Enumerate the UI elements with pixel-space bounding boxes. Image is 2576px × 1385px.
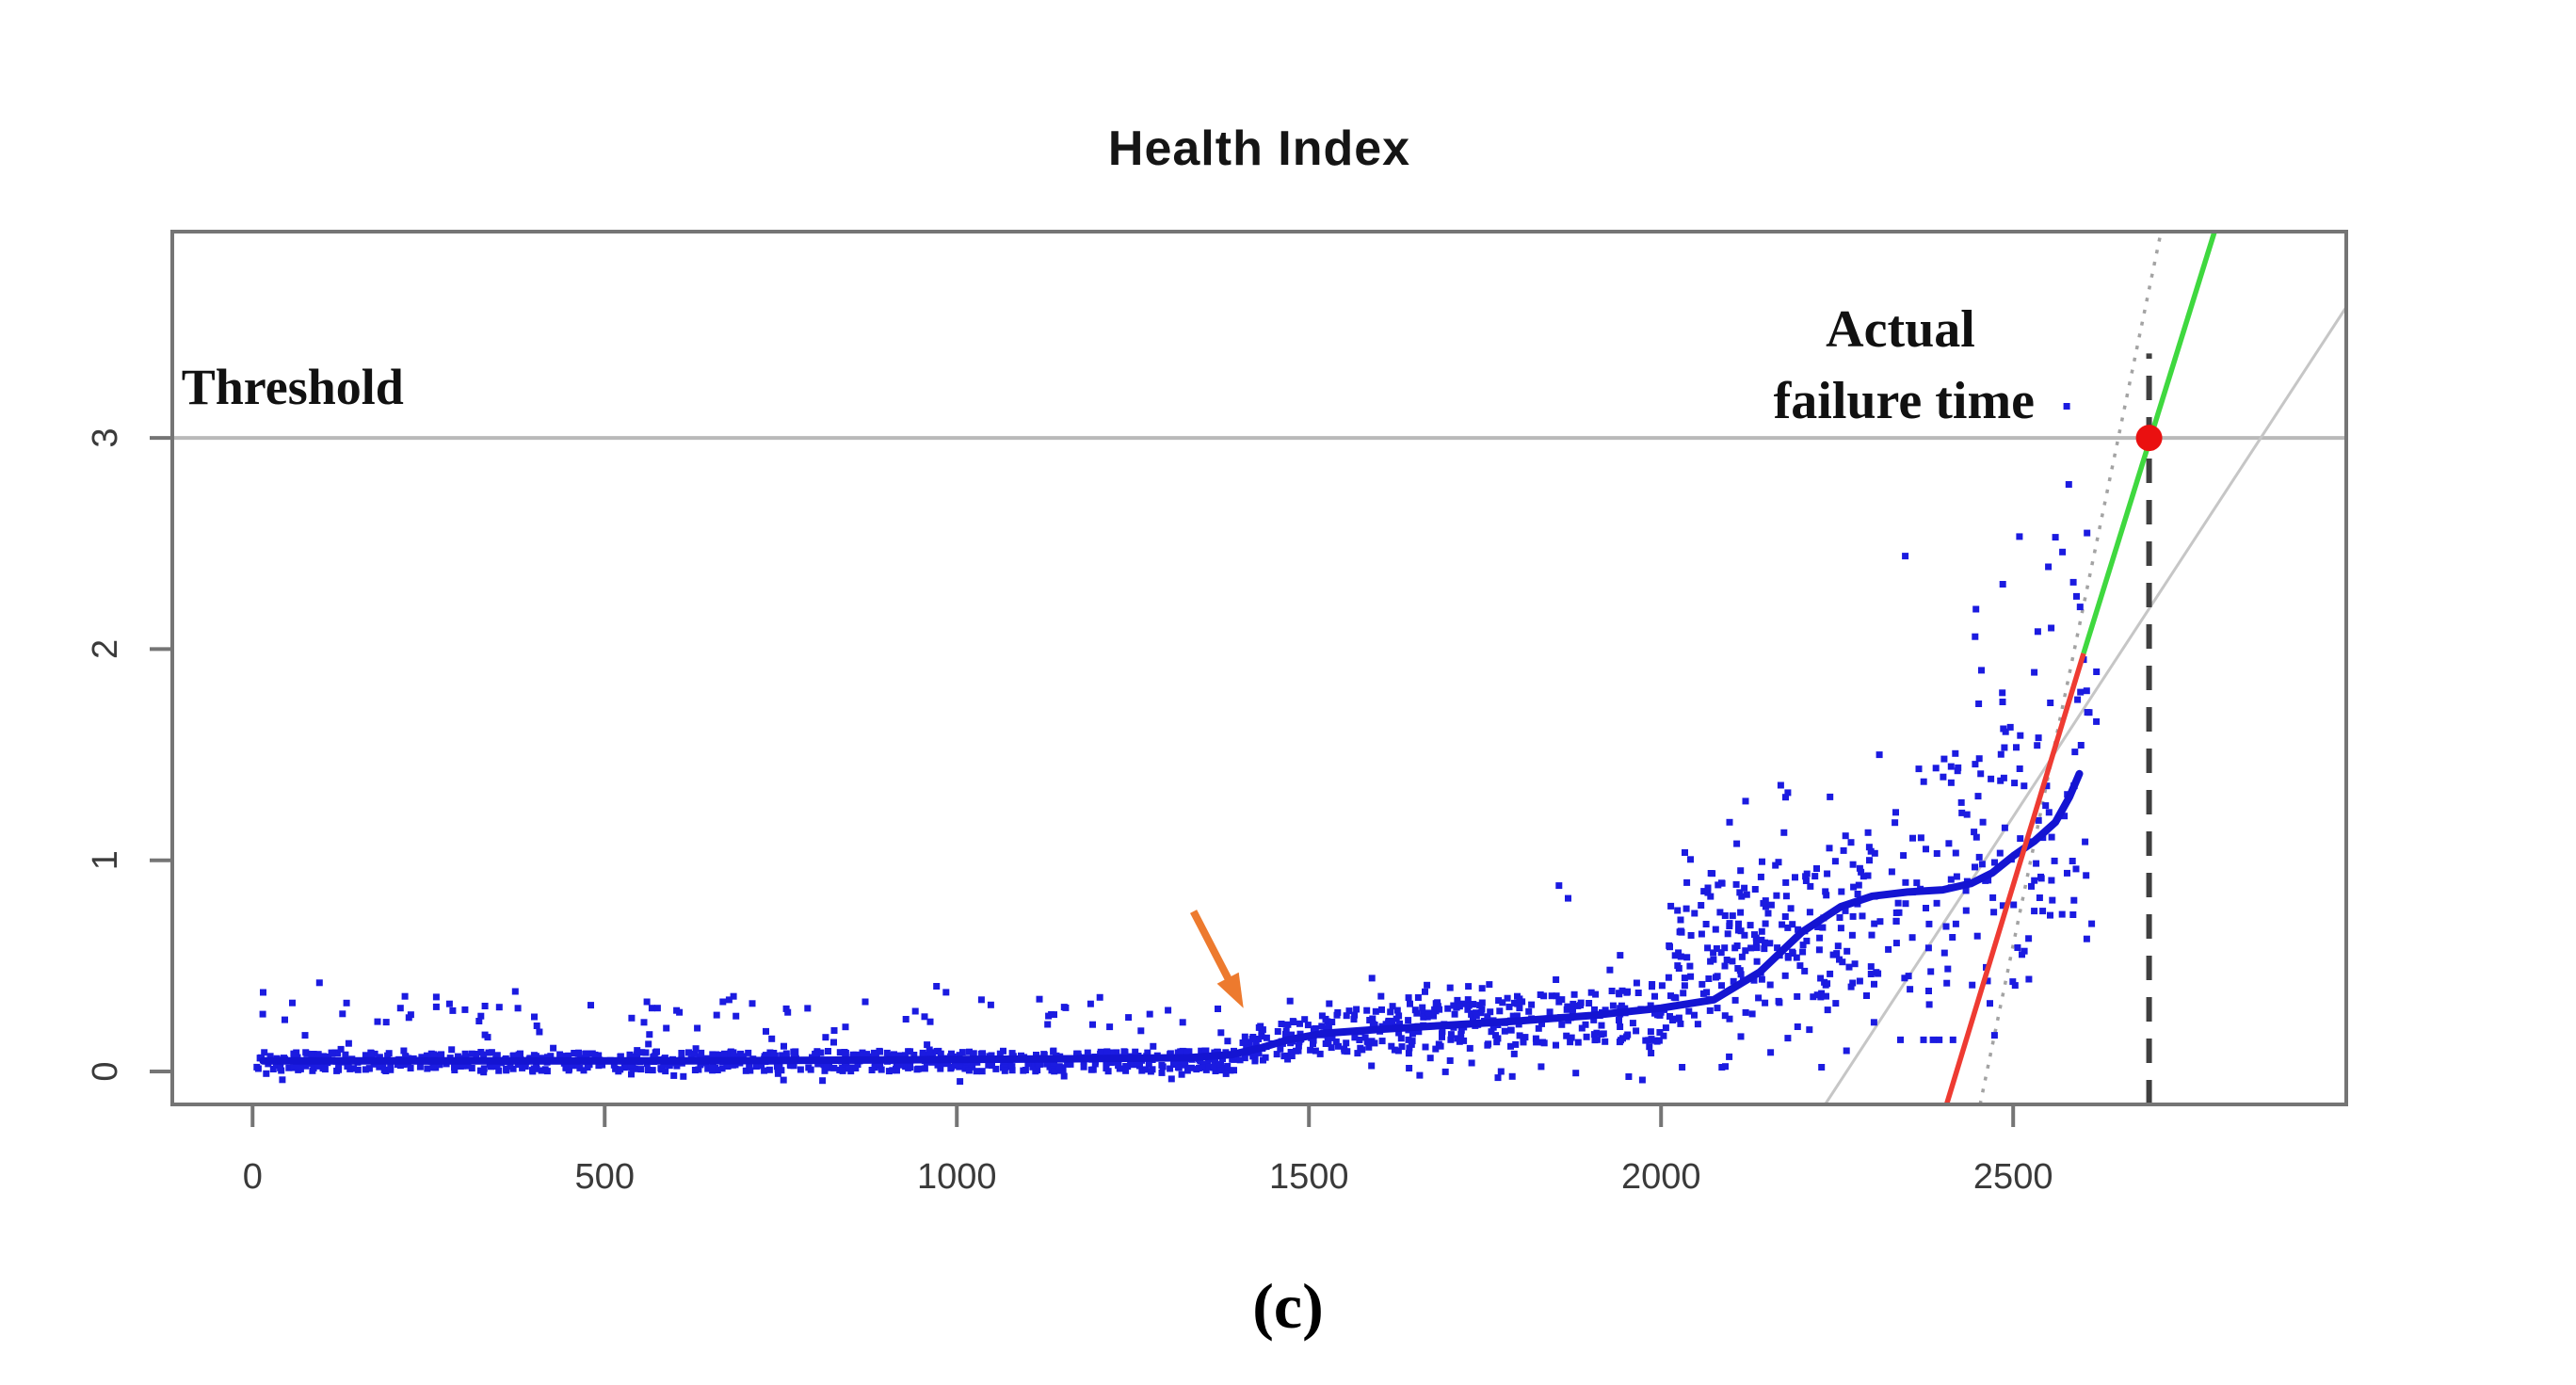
degradation-onset-arrow	[1190, 910, 1244, 1008]
failure-point-marker	[2135, 425, 2163, 452]
smoothed-health-index-line	[259, 769, 2084, 1065]
threshold-label: Threshold	[182, 359, 404, 415]
y-tick-label: 0	[86, 1061, 125, 1081]
y-tick-label: 3	[86, 428, 125, 448]
x-tick-label: 2000	[1621, 1157, 1701, 1197]
chart-title: Health Index	[1107, 121, 1411, 176]
x-tick-label: 1500	[1269, 1157, 1349, 1197]
x-axis: 0 500 1000 1500 2000 2500	[243, 1104, 2053, 1197]
x-tick-label: 500	[575, 1157, 635, 1197]
scatter-points	[253, 403, 2101, 1086]
figure-caption: (c)	[1252, 1270, 1324, 1342]
secondary-gray-line	[1824, 306, 2346, 1104]
y-axis: 0 1 2 3	[86, 428, 172, 1082]
actual-failure-label-1: Actual	[1826, 300, 1975, 359]
x-tick-label: 2500	[1973, 1157, 2053, 1197]
actual-failure-label-2: failure time	[1774, 372, 2035, 430]
y-tick-label: 1	[86, 850, 125, 870]
plot-content	[253, 232, 2346, 1104]
fitted-line-red-segment	[1944, 652, 2086, 1104]
y-tick-label: 2	[86, 639, 125, 659]
confidence-dotted-line	[1978, 232, 2164, 1104]
x-tick-label: 0	[243, 1157, 263, 1197]
x-tick-label: 1000	[917, 1157, 997, 1197]
plot-box	[170, 230, 2348, 1106]
